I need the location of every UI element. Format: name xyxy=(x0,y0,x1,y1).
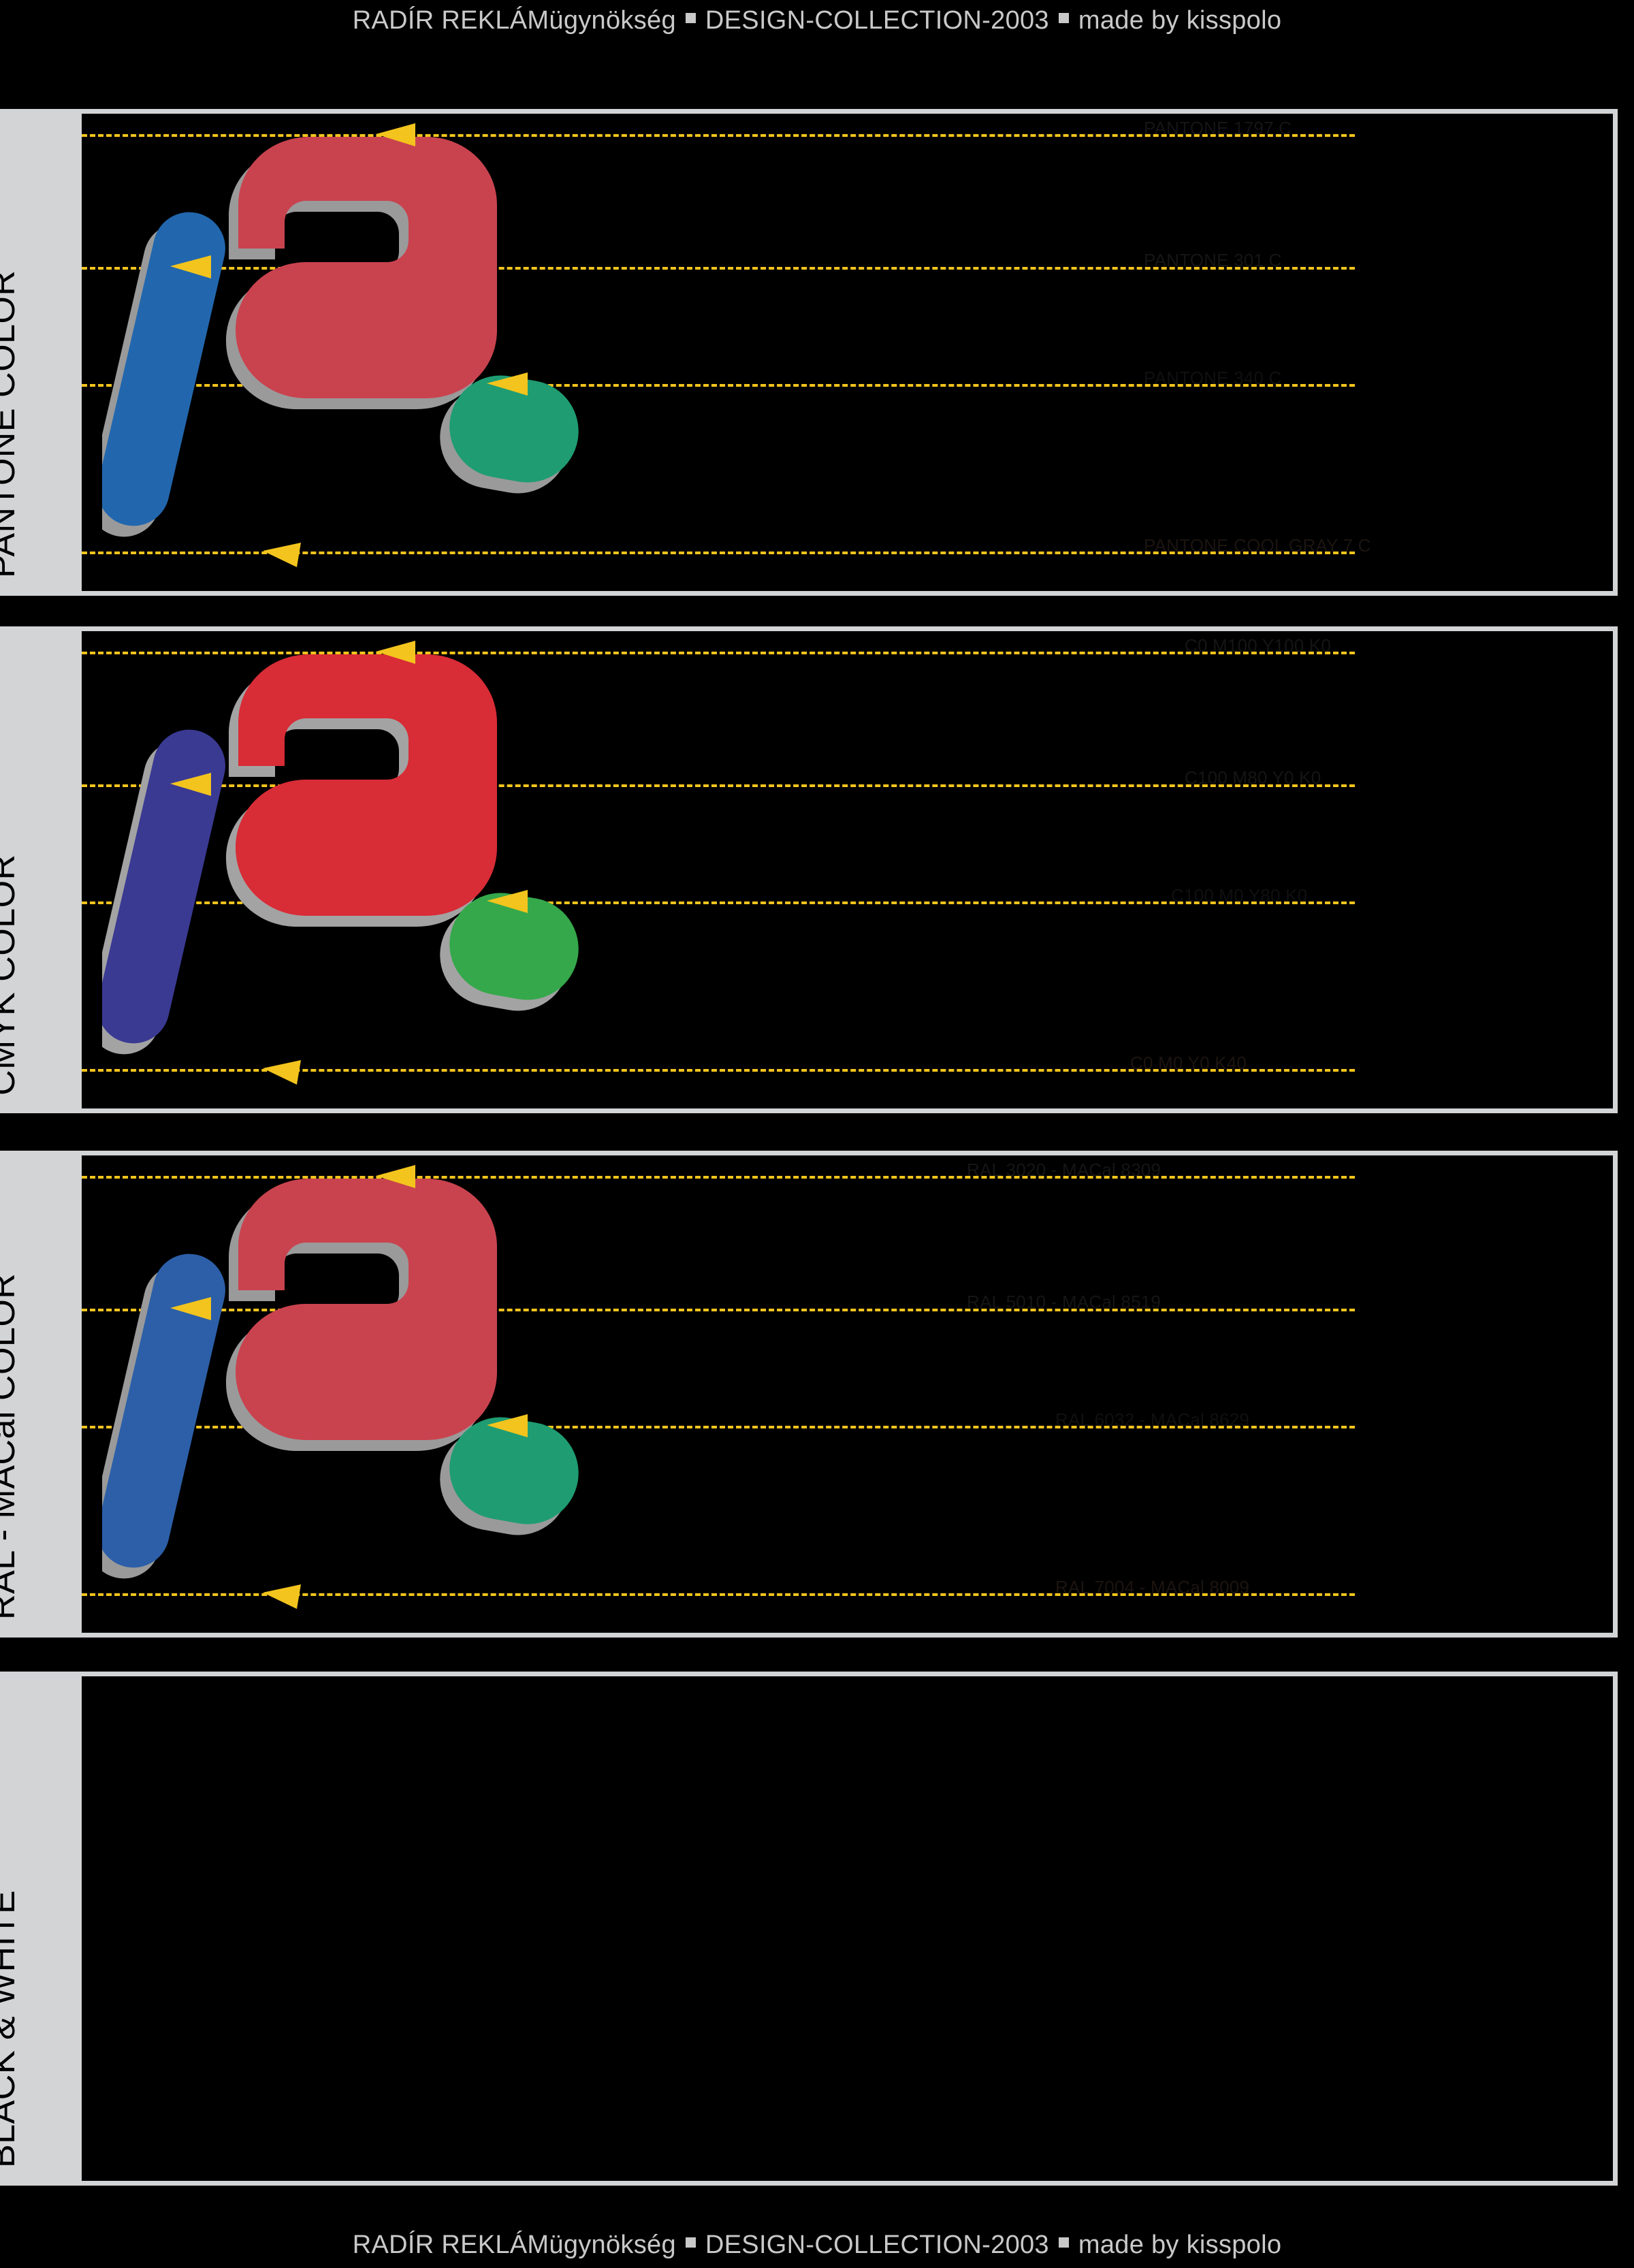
panel-cmyk-color: CMYK COLOR C0 M100 Y100 K0 C100 M80 Y0 K… xyxy=(0,626,1618,1113)
leader-line-red xyxy=(82,652,1355,654)
panel-label-text: BLACK & WHITE xyxy=(0,1889,22,2168)
header-credit: made by kisspolo xyxy=(1078,5,1282,35)
panel-label-text: CMYK COLOR xyxy=(0,854,22,1096)
blue-shape xyxy=(102,212,225,526)
callout-blue: RAL 5010 - MACal 8519 xyxy=(967,1292,1162,1312)
logo-svg xyxy=(102,123,579,567)
arrow-gray-icon xyxy=(263,1584,301,1609)
callout-gray: PANTONE COOL GRAY 7 C xyxy=(1144,535,1371,556)
callout-gray: RAL 7004 - MACal 8009 xyxy=(1055,1577,1250,1597)
red-shape xyxy=(236,1179,497,1440)
green-shape xyxy=(449,893,579,1000)
panel-pantone-color: PANTONE COLOR PANTONE 1797 C PANTONE 301… xyxy=(0,109,1618,596)
callout-red: RAL 3020 - MACal 8309 xyxy=(967,1160,1162,1180)
panel-label-pantone: PANTONE COLOR xyxy=(0,109,82,596)
footer-strip: RADÍR REKLÁMügynökség DESIGN-COLLECTION-… xyxy=(0,2226,1634,2264)
arrow-gray-icon xyxy=(263,543,301,567)
canvas-cmyk: C0 M100 Y100 K0 C100 M80 Y0 K0 C100 M0 Y… xyxy=(82,631,1613,1108)
arrow-green-icon xyxy=(487,1414,528,1437)
panel-label-text: PANTONE COLOR xyxy=(0,270,22,578)
leader-line-blue xyxy=(82,784,1355,787)
panel-ral-macal-color: RAL - MACal COLOR RAL 3020 - MACal 8309 … xyxy=(0,1151,1618,1638)
header-collection: DESIGN-COLLECTION-2003 xyxy=(705,5,1049,35)
separator-square-icon xyxy=(1058,2237,1069,2248)
logo-artwork-ral xyxy=(102,1162,620,1632)
logo-color-layer xyxy=(102,137,579,526)
red-shape xyxy=(236,1699,497,1961)
logo-svg xyxy=(102,1165,579,1609)
panel-label-cmyk: CMYK COLOR xyxy=(0,626,82,1113)
canvas-bw xyxy=(82,1676,1613,2181)
panel-label-text: RAL - MACal COLOR xyxy=(0,1273,22,1620)
leader-line-gray xyxy=(82,1069,1355,1072)
logo-artwork-bw xyxy=(102,1683,620,2153)
arrow-green-icon xyxy=(487,372,528,396)
separator-square-icon xyxy=(685,12,696,23)
logo-artwork-pantone xyxy=(102,121,620,590)
blue-shape xyxy=(102,729,225,1044)
leader-line-red xyxy=(82,1176,1355,1179)
callout-blue: C100 M80 Y0 K0 xyxy=(1185,767,1321,788)
header-strip: RADÍR REKLÁMügynökség DESIGN-COLLECTION-… xyxy=(0,1,1634,39)
panel-black-and-white: BLACK & WHITE xyxy=(0,1672,1618,2186)
callout-green: RAL 6032 - MACal 8629 xyxy=(1055,1409,1250,1430)
arrow-markers xyxy=(170,123,528,567)
leader-line-green xyxy=(82,901,1355,904)
arrow-green-icon xyxy=(487,890,528,913)
separator-square-icon xyxy=(685,2237,696,2248)
red-shape xyxy=(236,654,497,916)
leader-line-blue xyxy=(82,1309,1355,1311)
footer-credit: made by kisspolo xyxy=(1078,2230,1282,2259)
red-shape xyxy=(236,137,497,398)
leader-line-gray xyxy=(82,552,1355,554)
green-shape xyxy=(449,1417,579,1524)
arrow-markers xyxy=(170,641,528,1085)
logo-svg xyxy=(102,641,579,1085)
logo-color-layer xyxy=(102,1179,579,1568)
arrow-gray-icon xyxy=(263,1060,301,1085)
green-shape xyxy=(449,1938,579,2045)
arrow-blue-icon xyxy=(170,255,211,278)
leader-line-blue xyxy=(82,267,1355,270)
arrow-markers xyxy=(170,1165,528,1609)
callout-blue: PANTONE 301 C xyxy=(1144,250,1282,270)
leader-line-green xyxy=(82,1426,1355,1428)
panel-label-ral: RAL - MACal COLOR xyxy=(0,1151,82,1638)
leader-line-green xyxy=(82,384,1355,387)
blue-shape xyxy=(102,1774,225,2089)
leader-line-gray xyxy=(82,1593,1355,1596)
footer-collection: DESIGN-COLLECTION-2003 xyxy=(705,2230,1049,2259)
green-shape xyxy=(449,375,579,483)
callout-green: PANTONE 340 C xyxy=(1144,368,1282,388)
callout-green: C100 M0 Y80 K0 xyxy=(1171,885,1308,906)
header-brand: RADÍR REKLÁMügynökség xyxy=(352,5,676,35)
blue-shape xyxy=(102,1253,225,1568)
footer-brand: RADÍR REKLÁMügynökség xyxy=(352,2230,676,2259)
leader-line-red xyxy=(82,134,1355,137)
canvas-ral: RAL 3020 - MACal 8309 RAL 5010 - MACal 8… xyxy=(82,1155,1613,1633)
canvas-pantone: PANTONE 1797 C PANTONE 301 C PANTONE 340… xyxy=(82,114,1613,591)
arrow-red-icon xyxy=(376,641,415,664)
callout-red: PANTONE 1797 C xyxy=(1144,118,1292,138)
logo-svg xyxy=(102,1699,579,2089)
arrow-blue-icon xyxy=(170,773,211,796)
arrow-red-icon xyxy=(376,1165,415,1188)
logo-color-layer xyxy=(102,654,579,1044)
panel-label-bw: BLACK & WHITE xyxy=(0,1672,82,2186)
separator-square-icon xyxy=(1058,12,1069,23)
arrow-blue-icon xyxy=(170,1297,211,1320)
logo-color-layer xyxy=(102,1699,579,2089)
callout-red: C0 M100 Y100 K0 xyxy=(1185,635,1331,656)
arrow-red-icon xyxy=(376,123,415,146)
logo-artwork-cmyk xyxy=(102,638,620,1108)
callout-gray: C0 M0 Y0 K40 xyxy=(1130,1053,1247,1073)
